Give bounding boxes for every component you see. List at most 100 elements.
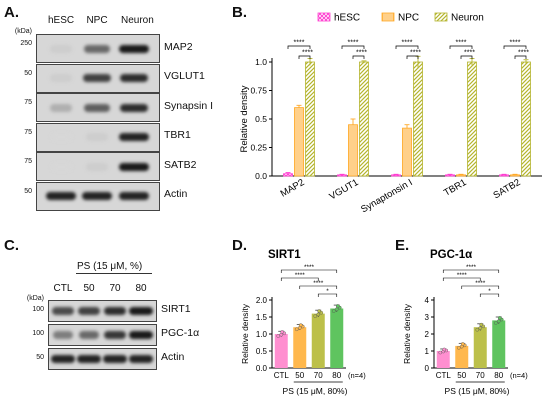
y-tick-label: 1.5 <box>256 313 268 322</box>
protein-band <box>78 331 100 339</box>
significance-label: **** <box>464 50 475 57</box>
bar <box>402 127 412 177</box>
y-axis-label: Relative density <box>240 303 250 364</box>
x-tick-label: TBR1 <box>442 177 469 199</box>
y-tick-label: 2.0 <box>256 296 268 305</box>
x-tick-label: 80 <box>494 371 503 380</box>
mw-marker: 75 <box>24 99 32 106</box>
y-tick-label: 0.0 <box>256 364 268 373</box>
protein-band <box>84 44 110 53</box>
chart-b-relative-density: hESC NPC Neuron 0.0 0.25 0.5 0.75 1.0 Relative d… <box>239 12 542 215</box>
bar <box>294 107 304 177</box>
y-axis-label: Relative density <box>239 85 250 152</box>
protein-band <box>51 355 75 363</box>
significance-bracket <box>280 269 338 273</box>
blot-row-label: MAP2 <box>164 40 193 53</box>
protein-band <box>77 307 101 315</box>
blot-strip <box>36 34 160 63</box>
y-tick-label: 1 <box>425 347 430 356</box>
protein-band <box>83 74 111 82</box>
significance-label: **** <box>457 272 468 279</box>
protein-band <box>50 74 72 82</box>
protein-band <box>46 192 76 200</box>
x-tick-label: SATB2 <box>492 177 523 201</box>
bar <box>311 313 325 368</box>
blot-row-label: SIRT1 <box>161 303 191 315</box>
bar <box>330 308 344 368</box>
significance-bracket <box>442 269 500 273</box>
panel-letter-e: E. <box>395 237 410 254</box>
protein-band <box>49 103 73 112</box>
lane-label: 70 <box>109 283 121 294</box>
protein-band <box>119 162 149 171</box>
blot-row-label: Actin <box>164 188 188 200</box>
x-tick-label: 70 <box>314 371 323 380</box>
protein-band <box>50 162 72 171</box>
data-point <box>456 346 461 350</box>
blot-row-label: Actin <box>161 351 185 363</box>
protein-band <box>52 331 73 339</box>
chart-title: PGC-1α <box>430 249 472 261</box>
data-point <box>334 307 339 312</box>
ps-header: PS (15 μM, %) <box>77 261 143 272</box>
bar <box>455 345 469 368</box>
blot-strip <box>48 300 157 322</box>
data-point <box>313 314 318 318</box>
y-tick-label: 1.0 <box>256 330 268 339</box>
bar <box>521 61 531 177</box>
significance-bracket <box>298 55 311 59</box>
data-point <box>298 323 303 327</box>
significance-bracket <box>449 45 473 49</box>
blot-row-label: SATB2 <box>164 158 197 171</box>
x-tick-label: 50 <box>457 371 466 380</box>
significance-label: * <box>326 288 329 295</box>
y-tick-label: 4 <box>425 296 430 305</box>
blot-strip <box>36 181 160 211</box>
protein-band <box>50 44 72 53</box>
data-point <box>280 330 285 334</box>
y-tick-label: 2 <box>425 330 430 339</box>
protein-band <box>129 355 153 363</box>
n-label: (n=4) <box>348 371 366 380</box>
significance-bracket <box>395 45 419 49</box>
protein-band <box>50 133 72 141</box>
chart-d-sirt1: SIRT1 0.0 0.5 1.0 1.5 2.0 Relative density CTL 5… <box>240 249 366 396</box>
significance-label: * <box>488 288 491 295</box>
x-axis-label: PS (15 μM, 80%) <box>445 386 510 396</box>
significance-bracket <box>442 277 481 281</box>
significance-bracket <box>299 285 338 289</box>
legend-swatch <box>434 12 448 22</box>
protein-band <box>129 331 153 339</box>
panel-letter-b: B. <box>232 4 247 21</box>
mw-marker: 50 <box>24 187 32 195</box>
ps-header-line <box>76 273 152 274</box>
data-point <box>478 326 483 330</box>
bar <box>492 320 506 368</box>
data-point <box>294 327 299 332</box>
y-tick-label: 0.5 <box>256 347 268 356</box>
mw-marker: 250 <box>20 40 32 47</box>
kda-label: (kDa) <box>26 295 44 302</box>
mw-marker: 50 <box>36 354 44 361</box>
chart-e-pgc1a: PGC-1α 0 1 2 3 4 Relative density CTL 50 70 80 (n=4… <box>402 249 528 396</box>
significance-bracket <box>280 277 319 281</box>
protein-band <box>77 355 101 363</box>
x-tick-label: 80 <box>332 371 341 380</box>
significance-bracket <box>287 45 311 49</box>
bar <box>305 61 315 177</box>
blot-row-label: Synapsin I <box>164 99 214 112</box>
bar <box>293 327 307 368</box>
n-label: (n=4) <box>510 371 528 380</box>
significance-label: **** <box>294 40 305 47</box>
significance-label: **** <box>466 264 477 271</box>
y-axis-label: Relative density <box>402 303 412 364</box>
significance-label: **** <box>302 50 313 57</box>
significance-bracket <box>341 45 365 49</box>
blot-strip <box>36 93 160 122</box>
y-tick-label: 3 <box>425 313 430 322</box>
data-point <box>331 309 336 313</box>
data-point <box>442 347 447 352</box>
protein-band <box>82 192 112 200</box>
protein-band <box>86 133 108 141</box>
significance-label: **** <box>313 280 324 287</box>
